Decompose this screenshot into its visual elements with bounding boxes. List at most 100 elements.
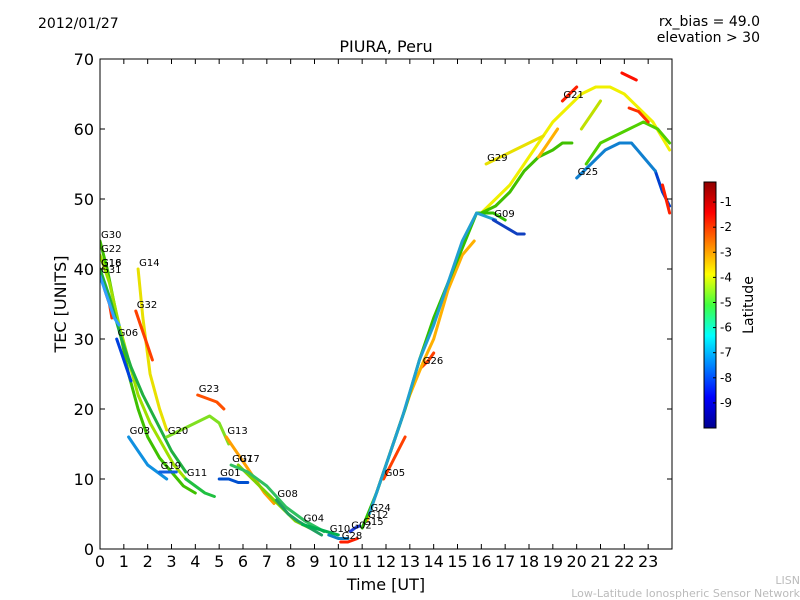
x-tick-label: 21 xyxy=(590,552,610,571)
plot-clip-group xyxy=(100,71,672,544)
satellite-label-g06: G06 xyxy=(118,328,138,339)
satellite-label-g05: G05 xyxy=(385,468,405,479)
x-tick-label: 4 xyxy=(190,552,200,571)
x-tick-label: 22 xyxy=(614,552,634,571)
tec-trace-g11 xyxy=(184,477,216,498)
colorbar-gradient xyxy=(703,181,717,429)
elevation-label: elevation > 30 xyxy=(656,30,760,46)
satellite-label-g03: G03 xyxy=(130,426,150,437)
satellite-label-g24: G24 xyxy=(370,503,390,514)
y-tick-label: 50 xyxy=(74,190,94,209)
tec-trace-g25 xyxy=(575,141,657,180)
parameters-box: rx_bias = 49.0 elevation > 30 xyxy=(657,14,760,46)
satellite-label-g13: G13 xyxy=(227,426,247,437)
satellite-label-g21: G21 xyxy=(563,90,583,101)
x-tick-label: 15 xyxy=(447,552,467,571)
tec-trace-g10 xyxy=(327,533,350,540)
x-tick-label: 10 xyxy=(328,552,348,571)
x-axis-label: Time [UT] xyxy=(346,575,425,594)
tec-trace-g06 xyxy=(115,337,133,383)
x-tick-label: 9 xyxy=(309,552,319,571)
satellite-label-g30: G30 xyxy=(101,230,121,241)
satellite-label-g10: G10 xyxy=(330,524,350,535)
x-tick-label: 0 xyxy=(95,552,105,571)
y-tick-label: 70 xyxy=(74,50,94,69)
colorbar-tick-label: -4 xyxy=(720,270,732,284)
x-tick-label: 2 xyxy=(143,552,153,571)
satellite-label-g14: G14 xyxy=(139,258,159,269)
y-tick-label: 20 xyxy=(74,400,94,419)
x-tick-label: 16 xyxy=(471,552,491,571)
tec-trace-g14 xyxy=(136,267,169,432)
x-tick-label: 7 xyxy=(262,552,272,571)
satellite-label-g22: G22 xyxy=(101,244,121,255)
tec-trace-g32 xyxy=(134,309,154,362)
satellite-label-g08: G08 xyxy=(277,489,297,500)
tec-trace-g22 xyxy=(100,253,188,481)
y-tick-label: 30 xyxy=(74,330,94,349)
colorbar-label: Latitude xyxy=(741,276,757,334)
tec-trace-g01 xyxy=(217,477,250,484)
satellite-label-g26: G26 xyxy=(423,356,443,367)
tec-trace-g05 xyxy=(382,435,407,481)
satellite-label-g19: G19 xyxy=(161,461,181,472)
tec-trace-extra xyxy=(537,127,560,159)
tec-trace-extra xyxy=(479,85,672,215)
colorbar-tick-label: -1 xyxy=(720,195,732,209)
satellite-label-g01: G01 xyxy=(220,468,240,479)
satellite-label-g16: G16 xyxy=(101,258,121,269)
satellite-label-g31: G31 xyxy=(101,265,121,276)
tec-trace-g28 xyxy=(339,537,359,544)
satellite-label-g32: G32 xyxy=(137,300,157,311)
colorbar-tick-label: -6 xyxy=(720,321,732,335)
y-axis-label: TEC [UNITS] xyxy=(51,256,70,354)
tec-trace-g08 xyxy=(274,498,324,537)
footer-credit: LISN Low-Latitude Ionospheric Sensor Net… xyxy=(571,574,800,600)
tec-trace-extra xyxy=(661,183,672,215)
tec-trace-g31 xyxy=(100,274,121,327)
tec-trace-extra xyxy=(479,141,574,215)
x-tick-label: 19 xyxy=(543,552,563,571)
colorbar: -1 -2 -3 -4 -5 -6 -7 -8 -9 Latitude xyxy=(703,181,757,429)
tec-trace-g21 xyxy=(560,85,579,103)
x-tick-label: 17 xyxy=(495,552,515,571)
x-tick-label: 1 xyxy=(119,552,129,571)
tec-trace-g07 xyxy=(229,463,326,533)
tec-trace-extra xyxy=(627,106,650,124)
satellite-label-g29: G29 xyxy=(487,153,507,164)
tec-trace-g29 xyxy=(484,134,545,166)
footer-org-short: LISN xyxy=(775,574,800,587)
satellite-label-g18: G18 xyxy=(101,258,121,269)
x-tick-label: 3 xyxy=(166,552,176,571)
date-label: 2012/01/27 xyxy=(38,16,119,32)
tec-trace-g02 xyxy=(348,524,362,533)
tec-trace-g18 xyxy=(100,267,188,474)
rx-bias-label: rx_bias = 49.0 xyxy=(658,14,760,30)
colorbar-tick-label: -5 xyxy=(720,295,732,309)
tec-trace-g24 xyxy=(367,211,498,516)
tec-trace-g23 xyxy=(196,393,226,411)
tec-trace-g20 xyxy=(165,414,231,446)
chart-title: PIURA, Peru xyxy=(339,37,433,56)
satellite-label-g09: G09 xyxy=(494,209,514,220)
satellite-label-g20: G20 xyxy=(168,426,188,437)
footer-org-full: Low-Latitude Ionospheric Sensor Network xyxy=(571,587,800,600)
x-tick-label: 6 xyxy=(238,552,248,571)
satellite-label-g12: G12 xyxy=(368,510,388,521)
satellite-label-g17: G17 xyxy=(239,454,259,465)
x-tick-label: 13 xyxy=(400,552,420,571)
x-tick-label: 20 xyxy=(566,552,586,571)
y-tick-label: 0 xyxy=(84,540,94,559)
colorbar-tick-label: -9 xyxy=(720,396,732,410)
colorbar-tick-label: -2 xyxy=(720,220,732,234)
tec-trace-g09 xyxy=(491,218,526,236)
tec-trace-g04 xyxy=(301,523,340,537)
x-tick-label: 5 xyxy=(214,552,224,571)
tec-trace-extra xyxy=(620,71,638,82)
colorbar-tick-label: -7 xyxy=(720,346,732,360)
satellite-label-g07: G07 xyxy=(232,454,252,465)
x-tick-label: 23 xyxy=(638,552,658,571)
satellite-label-g23: G23 xyxy=(199,384,219,395)
satellite-label-g28: G28 xyxy=(342,531,362,542)
